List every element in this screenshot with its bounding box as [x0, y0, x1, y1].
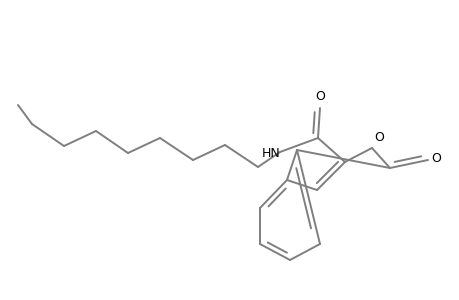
- Text: O: O: [314, 90, 324, 103]
- Text: O: O: [430, 152, 440, 164]
- Text: O: O: [373, 131, 383, 144]
- Text: HN: HN: [262, 146, 280, 160]
